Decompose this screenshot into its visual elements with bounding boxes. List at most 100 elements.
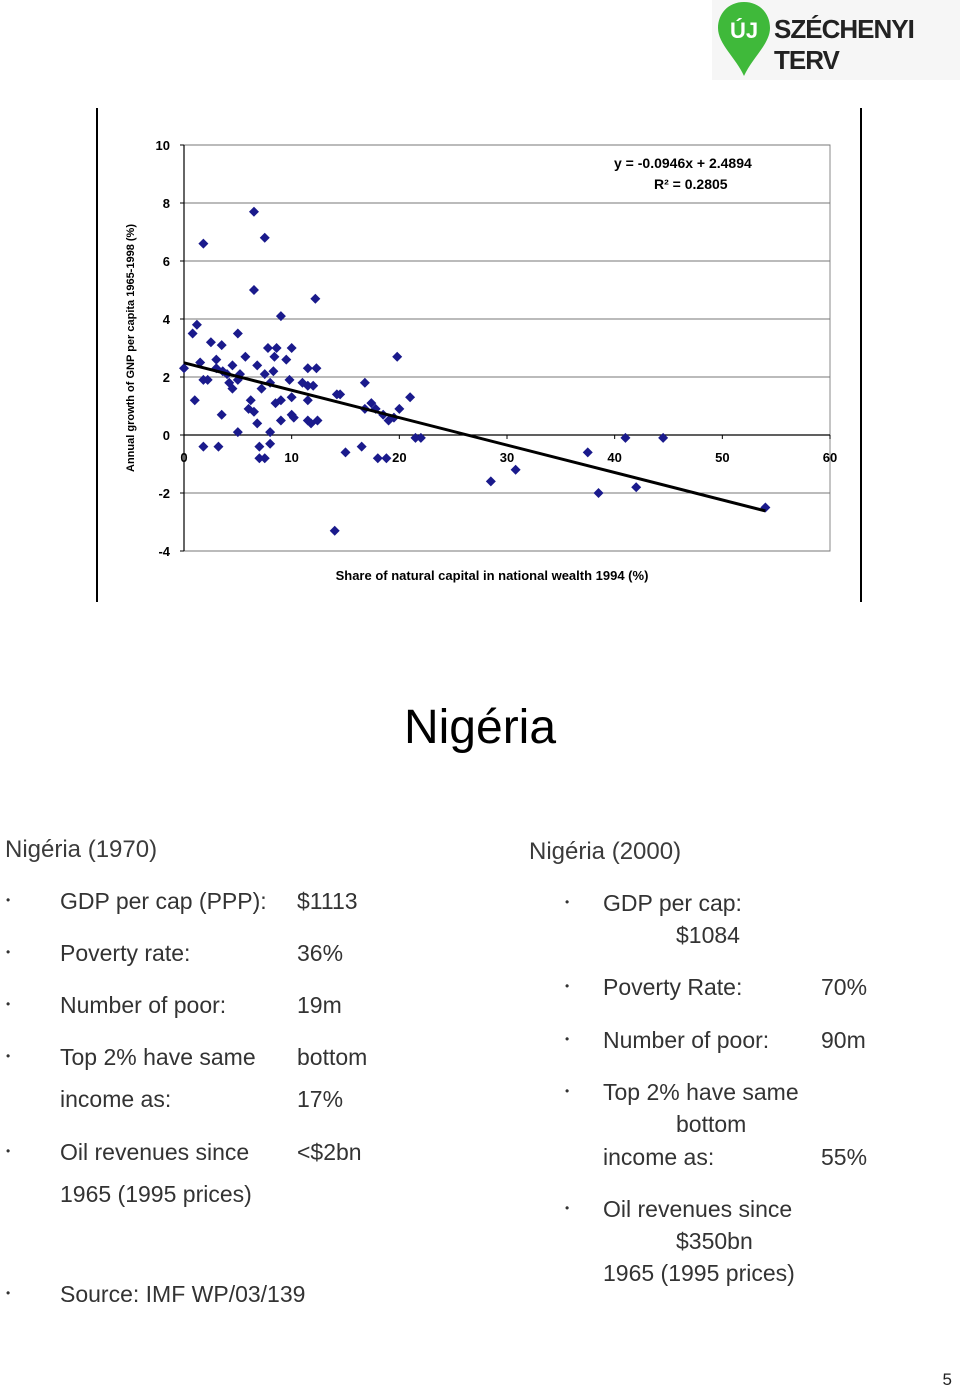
- data-point: [356, 441, 367, 452]
- data-point: [286, 343, 297, 353]
- left-bullet-4: •: [6, 1049, 11, 1063]
- trend-line: [183, 361, 766, 513]
- data-point: [265, 438, 276, 449]
- data-point: [198, 238, 209, 249]
- y-tick-label: 6: [163, 254, 170, 269]
- x-tick-label: 20: [392, 450, 406, 465]
- data-point: [366, 398, 377, 409]
- data-point: [394, 403, 405, 414]
- data-point: [248, 206, 259, 217]
- data-point: [227, 360, 238, 371]
- x-axis-label: Share of natural capital in national wea…: [336, 568, 649, 583]
- data-point: [284, 374, 295, 385]
- right-bullet-3: •: [565, 1032, 570, 1046]
- data-point: [254, 441, 265, 452]
- y-tick-label: 10: [156, 138, 170, 153]
- right-item-1-line2: $1084: [676, 922, 740, 948]
- data-point: [359, 377, 370, 388]
- data-point: [631, 482, 642, 493]
- left-bullet-2: •: [6, 945, 11, 959]
- left-bullet-1: •: [6, 893, 11, 907]
- right-item-4-line3: income as:: [603, 1144, 715, 1170]
- right-item-4-label: Top 2% have same: [603, 1079, 799, 1105]
- frame-right-line: [860, 108, 862, 602]
- data-point: [259, 453, 270, 464]
- right-heading: Nigéria (2000): [529, 838, 682, 865]
- y-axis-label: Annual growth of GNP per capita 1965-199…: [125, 224, 137, 472]
- data-point: [189, 395, 200, 406]
- logo-pin-text: ÚJ: [729, 18, 759, 43]
- data-point: [268, 366, 279, 377]
- data-point: [227, 383, 238, 394]
- left-item-4-value: bottom: [297, 1044, 368, 1070]
- left-item-4-value-line2: 17%: [297, 1086, 344, 1112]
- data-point: [312, 415, 323, 426]
- x-tick-label: 50: [715, 450, 729, 465]
- page-number: 5: [942, 1370, 952, 1389]
- left-bullet-5: •: [6, 1144, 11, 1158]
- data-point: [310, 293, 321, 304]
- szechenyi-terv-logo: ÚJ SZÉCHENYI TERV: [712, 0, 960, 80]
- x-tick-label: 0: [180, 450, 187, 465]
- left-heading: Nigéria (1970): [5, 836, 158, 863]
- right-bullet-4: •: [565, 1084, 570, 1098]
- left-item-5-value: <$2bn: [297, 1139, 362, 1165]
- data-point: [202, 374, 213, 385]
- data-point: [335, 389, 346, 400]
- data-point: [381, 453, 392, 464]
- left-item-3-value: 19m: [297, 992, 342, 1018]
- data-point: [372, 453, 383, 464]
- data-point: [248, 406, 259, 417]
- chart-equation: y = -0.0946x + 2.4894: [614, 155, 752, 171]
- data-point: [308, 380, 319, 391]
- data-point: [262, 343, 273, 353]
- data-point: [620, 432, 631, 443]
- data-point: [259, 369, 270, 380]
- right-item-5-label: Oil revenues since: [603, 1196, 793, 1222]
- data-point: [302, 363, 313, 374]
- right-bullet-1: •: [565, 895, 570, 909]
- x-tick-label: 40: [607, 450, 621, 465]
- data-point: [288, 412, 299, 423]
- left-item-2-value: 36%: [297, 940, 344, 966]
- left-item-2-label: Poverty rate:: [60, 940, 191, 966]
- data-point: [392, 351, 403, 362]
- right-item-4-line2: bottom: [676, 1111, 747, 1137]
- map-pin-icon: [718, 2, 770, 76]
- data-point: [281, 354, 292, 365]
- data-point: [582, 447, 593, 458]
- right-item-1-label: GDP per cap:: [603, 890, 742, 916]
- data-point: [658, 432, 669, 443]
- right-item-4-value: 55%: [821, 1144, 868, 1170]
- right-item-3-label: Number of poor:: [603, 1027, 770, 1053]
- data-point: [302, 395, 313, 406]
- data-point: [329, 525, 340, 536]
- chart-trendline: [183, 361, 766, 513]
- data-point: [256, 383, 267, 394]
- data-point: [302, 380, 313, 391]
- right-item-2-label: Poverty Rate:: [603, 974, 743, 1000]
- data-point: [297, 377, 308, 388]
- data-point: [252, 360, 263, 371]
- data-point: [405, 392, 416, 403]
- data-point: [275, 415, 286, 426]
- frame-left-line: [96, 108, 98, 602]
- data-point: [245, 395, 256, 406]
- data-point: [286, 409, 297, 420]
- data-point: [275, 395, 286, 406]
- left-item-1-value: $1113: [297, 888, 358, 914]
- y-tick-label: 2: [163, 370, 170, 385]
- left-item-3-label: Number of poor:: [60, 992, 227, 1018]
- data-point: [198, 441, 209, 452]
- x-tick-label: 60: [823, 450, 837, 465]
- data-point: [213, 441, 224, 452]
- data-point: [259, 232, 270, 243]
- y-tick-label: 4: [163, 312, 171, 327]
- data-point: [191, 319, 202, 330]
- data-point: [269, 351, 280, 362]
- x-tick-label: 30: [500, 450, 514, 465]
- left-item-6-source: Source: IMF WP/03/139: [60, 1281, 306, 1307]
- right-item-5-line3: 1965 (1995 prices): [603, 1260, 795, 1286]
- left-bullet-6: •: [6, 1286, 11, 1300]
